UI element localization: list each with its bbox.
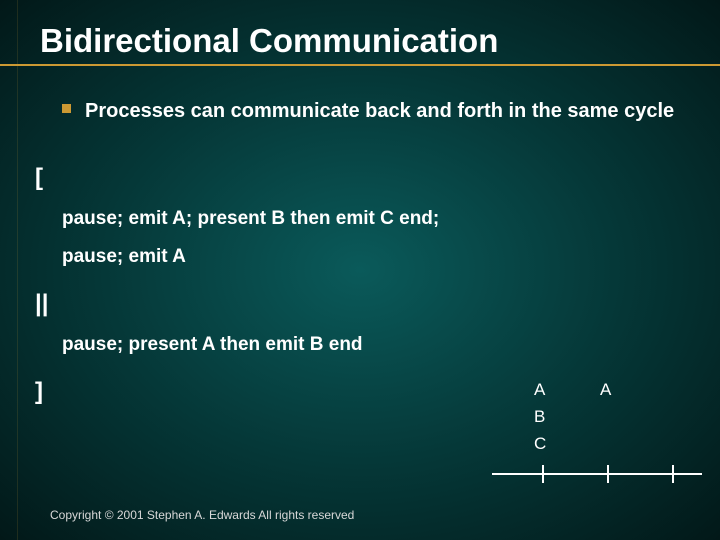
left-rule: [0, 0, 18, 540]
parallel-separator: ||: [35, 290, 680, 318]
copyright-footer: Copyright © 2001 Stephen A. Edwards All …: [50, 508, 354, 522]
timeline-tick: [542, 465, 544, 483]
timeline-label-c: C: [534, 434, 546, 454]
code-line-3: pause; present A then emit B end: [62, 334, 680, 356]
code-block: [ pause; emit A; present B then emit C e…: [40, 164, 680, 406]
title-underline: [0, 64, 720, 66]
slide-title: Bidirectional Communication: [40, 22, 680, 60]
bullet-marker: [62, 104, 71, 113]
timeline-label-a2: A: [600, 380, 611, 400]
bullet-item: Processes can communicate back and forth…: [62, 98, 680, 124]
code-line-2: pause; emit A: [62, 246, 680, 268]
timeline-axis: [492, 473, 702, 475]
slide: Bidirectional Communication Processes ca…: [0, 0, 720, 540]
bullet-text: Processes can communicate back and forth…: [85, 98, 674, 124]
timeline-tick: [607, 465, 609, 483]
timeline-label-b: B: [534, 407, 545, 427]
code-line-1: pause; emit A; present B then emit C end…: [62, 208, 680, 230]
timeline-diagram: A A B C: [492, 380, 702, 490]
timeline-tick: [672, 465, 674, 483]
open-bracket: [: [35, 164, 680, 192]
timeline-label-a1: A: [534, 380, 545, 400]
